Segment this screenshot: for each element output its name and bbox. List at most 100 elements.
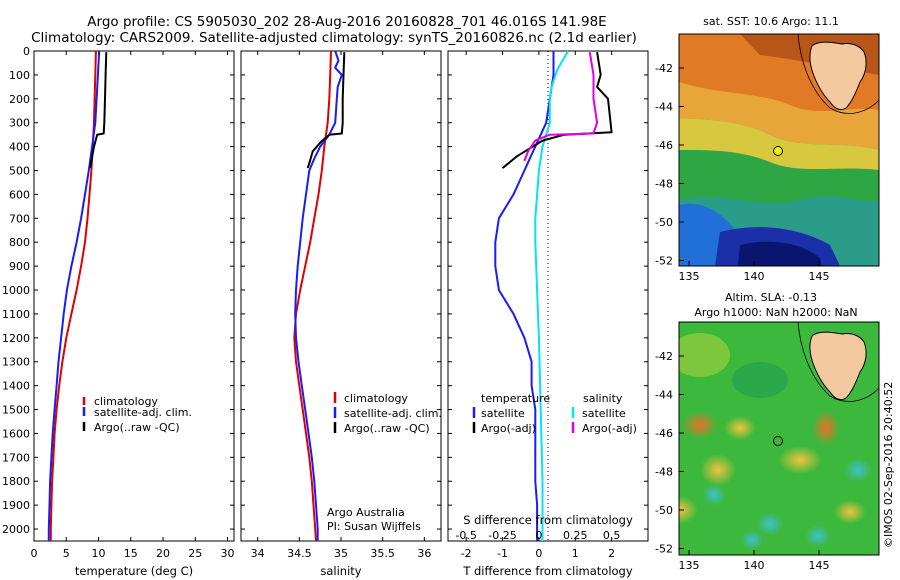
series-line: [47, 50, 101, 541]
s-tick-label: 0.25: [563, 529, 588, 542]
annotation-argo-australia: Argo Australia: [327, 506, 405, 519]
x-tick-label: 34: [251, 547, 265, 560]
temperature-axis-ticks: 0 5 10 15 20 25 30: [31, 51, 235, 560]
depth-tick-label: 1000: [2, 284, 30, 297]
x-tick-label: 15: [124, 547, 138, 560]
legend-satellite-label: satellite-adj. clim.: [94, 406, 192, 419]
sst-latitude-ticks: -42 -44 -46 -48 -50 -52: [655, 62, 684, 268]
depth-tick-label: 900: [9, 260, 30, 273]
salinity-legend: climatology satellite-adj. clim. Argo(..…: [333, 392, 442, 435]
lat-tick-label: -50: [655, 504, 673, 517]
sst-map: sat. SST: 10.6 Argo: 11.1 -42 -44 -46 -48 -5…: [655, 15, 880, 283]
x-tick-label: 5: [63, 547, 70, 560]
x-tick-label: 35: [334, 547, 348, 560]
depth-tick-label: 600: [9, 188, 30, 201]
depth-tick-label: 1100: [2, 308, 30, 321]
depth-tick-label: 100: [9, 69, 30, 82]
x-tick-label: 1: [572, 547, 579, 560]
sst-field: [679, 34, 879, 266]
series-line: [306, 52, 346, 169]
x-tick-label: -1: [497, 547, 508, 560]
sla-latitude-ticks: -42 -44 -46 -48 -50 -52: [655, 350, 684, 556]
salinity-axis-label: salinity: [320, 564, 361, 578]
lat-tick-label: -46: [655, 427, 673, 440]
depth-axis-ticks: 0 100 200 300 400 500 600 700 800 900 1000 1100 1200…: [2, 45, 234, 536]
legend-satellite-label: satellite-adj. clim.: [344, 407, 442, 420]
depth-tick-label: 1500: [2, 404, 30, 417]
depth-tick-label: 700: [9, 212, 30, 225]
temperature-axis-label: temperature (deg C): [75, 564, 193, 578]
x-tick-label: 25: [188, 547, 202, 560]
depth-tick-label: 1900: [2, 499, 30, 512]
series-line: [501, 52, 613, 169]
legend-s-argo-label: Argo(-adj): [582, 422, 637, 435]
depth-tick-label: 300: [9, 117, 30, 130]
depth-tick-label: 800: [9, 236, 30, 249]
sst-longitude-ticks: 135 140 145: [679, 261, 830, 283]
depth-tick-label: 400: [9, 141, 30, 154]
argo-float-marker: [773, 146, 783, 156]
sla-longitude-ticks: 135 140 145: [679, 550, 830, 572]
x-tick-label: 30: [221, 547, 235, 560]
lat-tick-label: -44: [655, 389, 673, 402]
lon-tick-label: 135: [679, 559, 700, 572]
depth-tick-label: 1600: [2, 427, 30, 440]
s-tick-label: -0.5: [455, 529, 476, 542]
x-tick-label: 36: [417, 547, 431, 560]
series-line: [534, 50, 569, 541]
temperature-legend: climatology satellite-adj. clim. Argo(..…: [82, 395, 192, 434]
salinity-axis-ticks: 34 34.5 35 35.5 36: [251, 51, 431, 560]
difference-axis-ticks: -2 -1 0 1 2: [461, 51, 615, 560]
lat-tick-label: -42: [655, 350, 673, 363]
depth-tick-label: 1700: [2, 451, 30, 464]
x-tick-label: 0: [31, 547, 38, 560]
lat-tick-label: -46: [655, 139, 673, 152]
sla-map-title-line2: Argo h1000: NaN h2000: NaN: [694, 306, 857, 319]
temperature-panel: 0100200300400500600700800900100011001200…: [2, 45, 235, 578]
series-line: [494, 51, 555, 541]
lat-tick-label: -42: [655, 62, 673, 75]
lon-tick-label: 135: [679, 270, 700, 283]
difference-depth-ticks: [448, 50, 648, 530]
lon-tick-label: 140: [744, 559, 765, 572]
series-line: [89, 52, 108, 169]
depth-tick-label: 500: [9, 165, 30, 178]
sla-map-title-line1: Altim. SLA: -0.13: [725, 291, 817, 304]
lat-tick-label: -48: [655, 178, 673, 191]
depth-tick-label: 0: [23, 45, 30, 58]
depth-tick-label: 2000: [2, 523, 30, 536]
legend-salinity-title: salinity: [583, 392, 623, 405]
lon-tick-label: 140: [744, 270, 765, 283]
s-difference-axis-label: S difference from climatology: [463, 513, 633, 527]
lat-tick-label: -48: [655, 466, 673, 479]
lat-tick-label: -52: [655, 543, 673, 556]
depth-tick-label: 1400: [2, 380, 30, 393]
annotation-pi: PI: Susan Wijffels: [327, 520, 421, 533]
sst-map-title: sat. SST: 10.6 Argo: 11.1: [703, 15, 839, 28]
legend-climatology-label: climatology: [344, 392, 408, 405]
series-line: [523, 52, 599, 162]
s-difference-tick-labels: -0.5 -0.25 0 0.25 0.5: [455, 529, 620, 542]
depth-tick-label: 200: [9, 93, 30, 106]
x-tick-label: 20: [156, 547, 170, 560]
salinity-axes-frame: [240, 50, 442, 542]
sla-map: Altim. SLA: -0.13 Argo h1000: NaN h2000:…: [655, 291, 880, 572]
lat-tick-label: -44: [655, 101, 673, 114]
salinity-profile-lines: [293, 50, 346, 542]
depth-tick-label: 1800: [2, 475, 30, 488]
depth-tick-label: 1200: [2, 332, 30, 345]
s-tick-label: -0.25: [488, 529, 516, 542]
legend-argo-label: Argo(..raw -QC): [344, 422, 430, 435]
sla-map-frame: [678, 321, 880, 556]
figure-title-line2: Climatology: CARS2009. Satellite-adjuste…: [31, 30, 637, 46]
legend-argo-label: Argo(..raw -QC): [94, 421, 180, 434]
figure-title-line1: Argo profile: CS 5905030_202 28-Aug-2016…: [87, 14, 606, 30]
x-tick-label: 35.5: [370, 547, 395, 560]
temperature-profile-lines: [47, 50, 108, 541]
s-tick-label: 0.5: [603, 529, 621, 542]
lat-tick-label: -52: [655, 255, 673, 268]
series-line: [293, 50, 332, 542]
legend-temperature-title: temperature: [481, 392, 550, 405]
difference-panel: -2 -1 0 1 2 S difference from climatology T …: [447, 50, 649, 578]
